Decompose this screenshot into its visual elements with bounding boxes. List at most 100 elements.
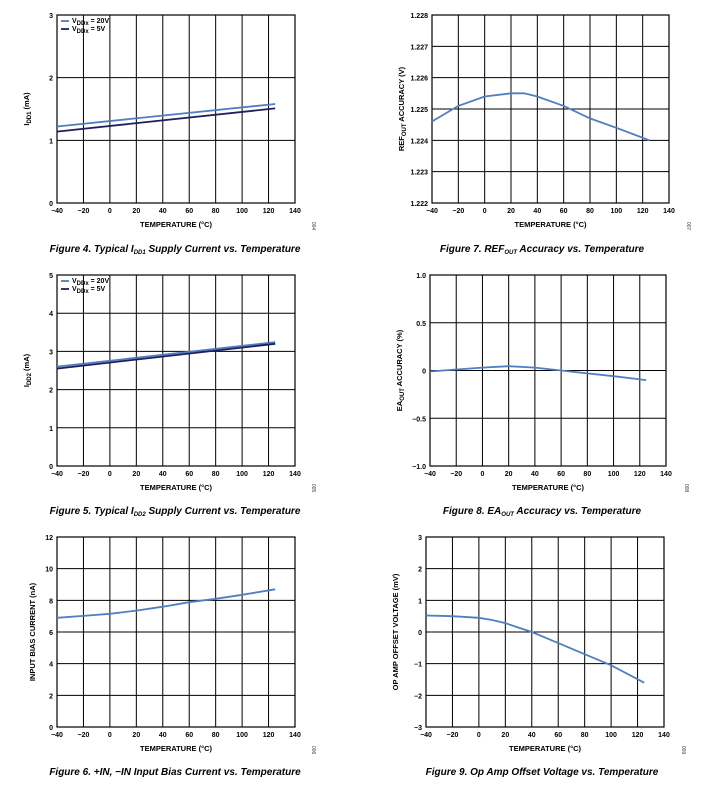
figure-code: 006 — [310, 746, 316, 755]
x-axis-label: TEMPERATURE (°C) — [140, 220, 213, 229]
y-tick-label: 8 — [49, 598, 53, 605]
x-tick-label: 80 — [581, 732, 589, 739]
x-tick-label: 100 — [236, 208, 248, 215]
x-tick-label: −40 — [424, 471, 436, 478]
series-line — [56, 103, 276, 128]
plot-frame — [431, 14, 670, 204]
y-axis-label-group: OP AMP OFFSET VOLTAGE (mV) — [391, 573, 400, 690]
x-tick-label: 140 — [289, 471, 301, 478]
figure-caption: Figure 7. REFOUT Accuracy vs. Temperatur… — [440, 244, 645, 256]
y-tick-label: 1.223 — [410, 170, 428, 177]
y-tick-label: −3 — [414, 725, 422, 732]
x-tick-label: 140 — [289, 208, 301, 215]
y-tick-label: 10 — [45, 567, 53, 574]
x-tick-label: 120 — [263, 208, 275, 215]
x-tick-label: 120 — [632, 732, 644, 739]
figure-code-group: 006 — [310, 746, 316, 755]
x-tick-label: 0 — [483, 208, 487, 215]
x-tick-label: 80 — [212, 208, 220, 215]
x-tick-label: −20 — [447, 732, 459, 739]
series-line — [56, 342, 276, 370]
y-tick-label: 0.5 — [416, 321, 426, 328]
x-tick-label: 80 — [212, 471, 220, 478]
y-tick-label: 0 — [418, 630, 422, 637]
series-line — [431, 92, 650, 142]
x-tick-label: 0 — [480, 471, 484, 478]
y-tick-label: 1.226 — [410, 76, 428, 83]
x-tick-label: 140 — [660, 471, 672, 478]
plot-frame — [425, 536, 665, 728]
plot-frame — [56, 274, 296, 467]
x-tick-label: 120 — [263, 732, 275, 739]
x-tick-label: 140 — [658, 732, 670, 739]
x-tick-label: 60 — [560, 208, 568, 215]
figure-caption: Figure 6. +IN, −IN Input Bias Current vs… — [49, 767, 301, 778]
x-tick-label: −40 — [426, 208, 438, 215]
y-tick-label: −1.0 — [412, 464, 426, 471]
y-axis-label-group: IDD2 (mA) — [22, 353, 33, 387]
y-tick-label: 4 — [49, 311, 53, 318]
series-line — [429, 365, 647, 381]
x-tick-label: 40 — [528, 732, 536, 739]
x-tick-label: 60 — [185, 732, 193, 739]
x-tick-label: −20 — [452, 208, 464, 215]
legend-label: VDDx = 5V — [72, 286, 106, 295]
x-tick-label: 40 — [159, 208, 167, 215]
x-tick-label: 80 — [583, 471, 591, 478]
y-tick-label: 0 — [422, 369, 426, 376]
y-tick-label: 1.225 — [410, 107, 428, 114]
x-tick-label: 100 — [610, 208, 622, 215]
plot-frame — [56, 14, 296, 204]
x-tick-label: 60 — [185, 471, 193, 478]
figure-code: 005 — [310, 484, 316, 493]
x-tick-label: 0 — [477, 732, 481, 739]
x-tick-label: 100 — [608, 471, 620, 478]
y-tick-label: 5 — [49, 273, 53, 280]
y-tick-label: 1 — [49, 138, 53, 145]
series-line — [56, 341, 276, 368]
y-tick-label: 0 — [49, 201, 53, 208]
y-tick-label: 1 — [418, 598, 422, 605]
x-axis-label: TEMPERATURE (°C) — [509, 744, 582, 753]
x-tick-label: 20 — [132, 208, 140, 215]
y-axis-label: INPUT BIAS CURRENT (nA) — [28, 582, 37, 681]
legend-label: VDDx = 20V — [72, 18, 109, 27]
x-tick-label: 20 — [505, 471, 513, 478]
chart-fig8: −40 −20 0 20 40 60 80 100 120 140 −1.0 −0.5 0 0.5 1.0 T… — [395, 273, 689, 518]
y-tick-label: −1 — [414, 662, 422, 669]
y-axis-label-group: INPUT BIAS CURRENT (nA) — [28, 582, 37, 681]
x-tick-label: 40 — [159, 732, 167, 739]
x-tick-label: 0 — [108, 732, 112, 739]
y-tick-label: 12 — [45, 535, 53, 542]
y-tick-label: 0 — [49, 725, 53, 732]
x-tick-label: −20 — [78, 471, 90, 478]
x-tick-label: 120 — [263, 471, 275, 478]
x-tick-label: −20 — [450, 471, 462, 478]
figure-code-group: 005 — [310, 484, 316, 493]
y-axis-label-group: IDD1 (mA) — [22, 92, 33, 126]
x-tick-label: 140 — [663, 208, 675, 215]
y-tick-label: 2 — [49, 693, 53, 700]
x-tick-label: 20 — [132, 471, 140, 478]
x-axis-label: TEMPERATURE (°C) — [512, 483, 585, 492]
y-tick-label: −0.5 — [412, 416, 426, 423]
x-tick-label: 100 — [236, 732, 248, 739]
x-tick-label: 0 — [108, 208, 112, 215]
figure-code-group: 009 — [680, 746, 686, 755]
x-tick-label: 40 — [533, 208, 541, 215]
x-tick-label: 40 — [531, 471, 539, 478]
legend-label: VDDx = 20V — [72, 278, 109, 287]
x-tick-label: −20 — [78, 208, 90, 215]
y-tick-label: 2 — [49, 76, 53, 83]
figure-code: 009 — [680, 746, 686, 755]
y-tick-label: 1.228 — [410, 13, 428, 20]
figure-caption: Figure 5. Typical IDD2 Supply Current vs… — [50, 506, 301, 518]
y-tick-label: 3 — [49, 13, 53, 20]
figure-code: 007 — [685, 222, 691, 231]
y-tick-label: 2 — [49, 388, 53, 395]
y-tick-label: −2 — [414, 693, 422, 700]
figure-caption: Figure 4. Typical IDD1 Supply Current vs… — [50, 244, 301, 256]
chart-fig7: −40 −20 0 20 40 60 80 100 120 140 1.222 1.223 1.224 1… — [397, 13, 691, 256]
chart-fig6: −40 −20 0 20 40 60 80 100 120 140 0 2 4 6 8 10 12 TEMPERA… — [28, 535, 316, 778]
